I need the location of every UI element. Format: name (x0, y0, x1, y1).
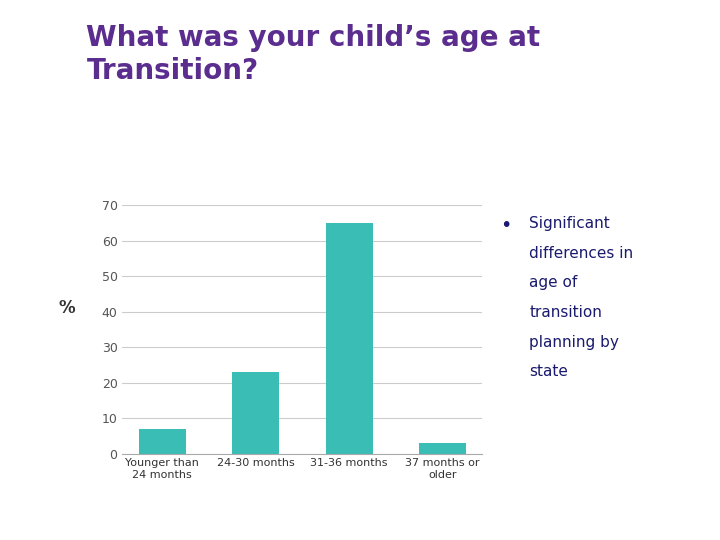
Bar (325, 223, 372, 454)
Text: •: • (500, 216, 512, 235)
Text: age of: age of (529, 275, 577, 291)
Text: What was your child’s age at
Transition?: What was your child’s age at Transition? (86, 24, 541, 85)
Text: Significant: Significant (529, 216, 610, 231)
Text: differences in: differences in (529, 246, 634, 261)
Text: planning by: planning by (529, 335, 619, 350)
Bar (233, 372, 279, 454)
Text: transition: transition (529, 305, 602, 320)
Text: state: state (529, 364, 568, 380)
Text: 22: 22 (15, 500, 42, 518)
Bar (419, 443, 466, 454)
Text: %: % (58, 299, 75, 317)
Bar (139, 429, 186, 454)
